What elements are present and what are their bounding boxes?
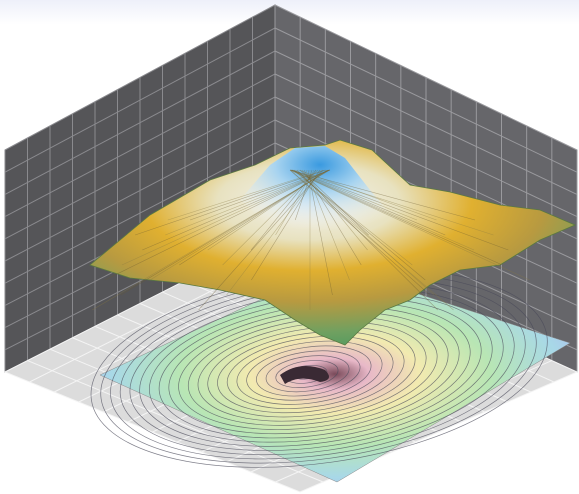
- ridge: [289, 169, 530, 281]
- ridge: [289, 169, 431, 296]
- ridge: [167, 169, 325, 221]
- contour-line: [256, 350, 361, 397]
- ridge: [207, 169, 328, 251]
- ridge: [275, 169, 315, 236]
- ridge: [121, 169, 330, 266]
- ridge: [291, 169, 494, 236]
- ridge: [120, 169, 330, 296]
- contour-line: [207, 326, 416, 418]
- ridge: [290, 169, 454, 311]
- ridge: [292, 169, 413, 266]
- ridge: [165, 169, 331, 236]
- contour-line: [217, 331, 405, 414]
- ridge: [296, 169, 439, 311]
- ridge: [305, 169, 350, 281]
- left-wall-grid-line: [4, 119, 276, 262]
- ridge: [198, 169, 324, 311]
- right-wall-grid-line: [274, 50, 578, 195]
- snow-peak: [240, 146, 400, 240]
- ridge: [291, 169, 509, 251]
- ridge: [179, 169, 329, 266]
- left-wall-grid-line: [4, 27, 276, 173]
- ridge: [251, 169, 321, 281]
- contour-line: [236, 340, 383, 405]
- left-wall-grid-line: [4, 96, 276, 240]
- contour-line: [275, 360, 339, 388]
- ridge: [294, 169, 313, 221]
- contour-line: [226, 335, 394, 409]
- contour-line: [265, 355, 350, 393]
- left-wall-grid-line: [4, 73, 276, 218]
- ridge: [250, 169, 317, 251]
- contour-line: [246, 345, 372, 401]
- terrain-surface: [89, 139, 577, 346]
- right-wall-grid-line: [274, 73, 578, 218]
- ridge: [291, 169, 446, 236]
- ridge: [92, 169, 330, 311]
- right-wall-grid-line: [274, 27, 578, 173]
- ridge: [226, 169, 322, 296]
- ridge: [290, 169, 503, 266]
- ridge: [290, 169, 476, 221]
- ridge: [142, 169, 330, 251]
- ridge: [104, 169, 329, 281]
- left-wall-grid-line: [4, 142, 276, 284]
- crater: [280, 366, 329, 384]
- ridge: [307, 169, 333, 296]
- ridge: [293, 169, 426, 281]
- ridge: [295, 169, 435, 296]
- left-wall-grid-line: [4, 50, 276, 195]
- ridge: [290, 169, 475, 251]
- ridge: [149, 169, 329, 281]
- scene: [3, 4, 579, 493]
- ridge: [222, 169, 319, 266]
- ridge: [300, 169, 369, 236]
- ridge: [135, 169, 326, 236]
- ridge: [292, 169, 418, 221]
- ridge: [189, 169, 331, 221]
- ridge: [298, 169, 437, 221]
- ridge: [301, 169, 368, 251]
- ridge: [303, 169, 362, 266]
